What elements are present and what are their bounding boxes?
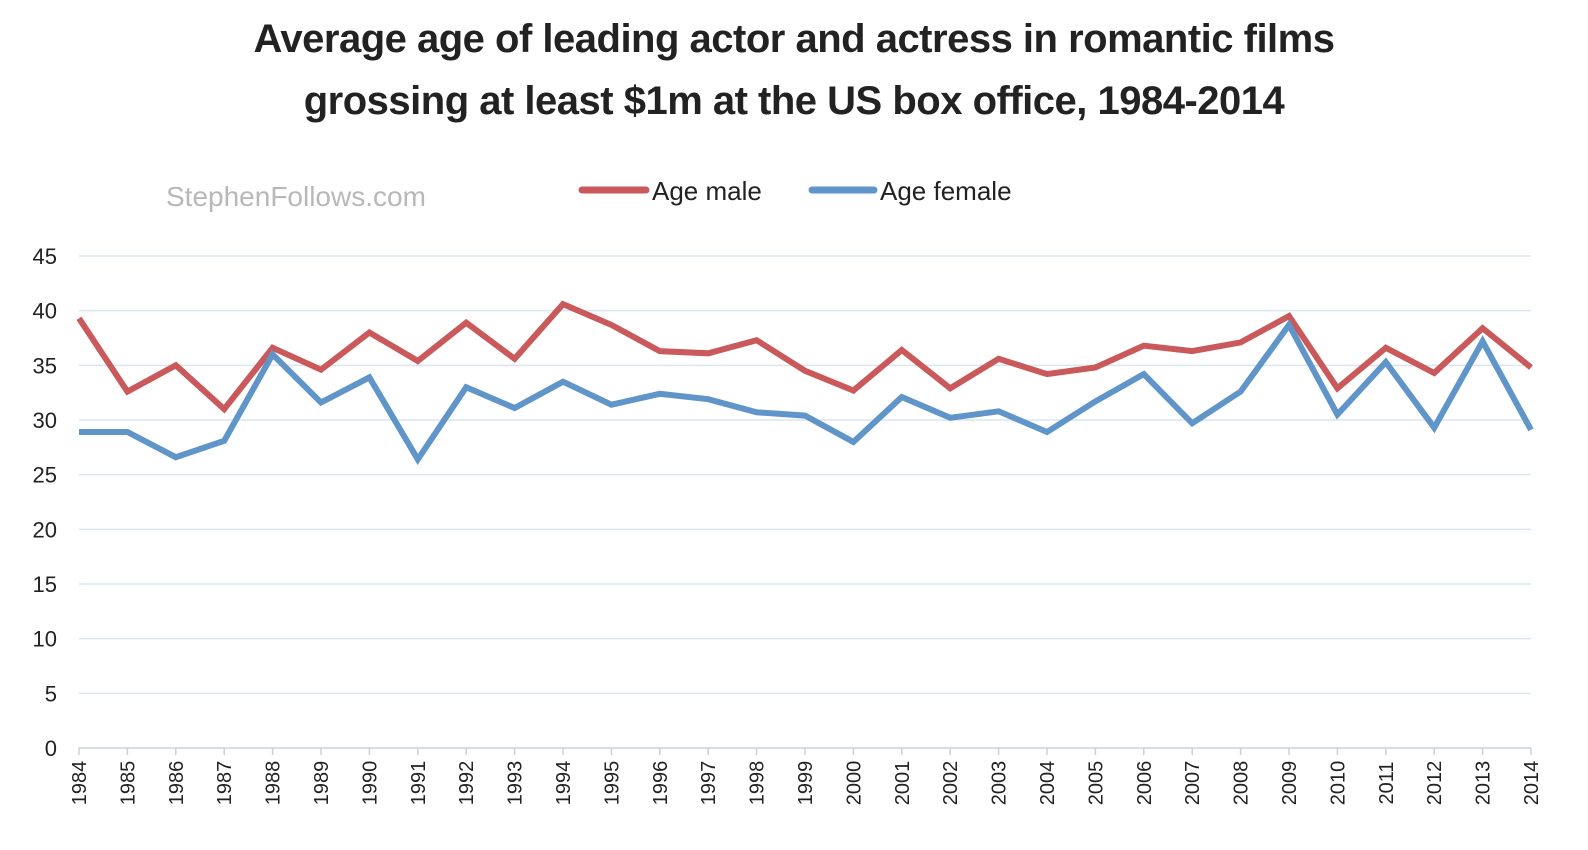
x-tick-label-2010: 2010: [1327, 761, 1349, 806]
x-tick-label-1998: 1998: [747, 761, 769, 806]
x-tick-label-1993: 1993: [505, 761, 527, 806]
x-tick-label-2000: 2000: [843, 761, 865, 806]
x-tick-label-1992: 1992: [456, 761, 478, 806]
y-tick-label-15: 15: [33, 572, 57, 597]
y-tick-label-45: 45: [33, 244, 57, 269]
x-tick-label-1999: 1999: [795, 761, 817, 806]
x-tick-label-1997: 1997: [698, 761, 720, 806]
x-tick-label-2003: 2003: [989, 761, 1011, 806]
x-tick-label-2009: 2009: [1279, 761, 1301, 806]
series-lines: [76, 300, 1534, 466]
x-tick-label-2008: 2008: [1231, 761, 1253, 806]
x-tick-label-1989: 1989: [311, 761, 333, 806]
x-axis-ticks: 1984 1985 1986 1987 1988 1989 1990 1991 1992 1993…: [69, 761, 1543, 806]
x-tick-label-2005: 2005: [1085, 761, 1107, 806]
chart-title: Average age of leading actor and actress…: [0, 8, 1588, 132]
y-tick-label-30: 30: [33, 408, 57, 433]
chart-title-line-2: grossing at least $1m at the US box offi…: [303, 79, 1285, 123]
x-tick-label-1995: 1995: [601, 761, 623, 806]
x-tick-label-2012: 2012: [1424, 761, 1446, 806]
x-tick-label-1990: 1990: [359, 761, 381, 806]
y-tick-label-25: 25: [33, 463, 57, 488]
x-tick-label-2011: 2011: [1376, 761, 1398, 804]
series-line-age-female: [79, 319, 1534, 466]
legend-label-female: Age female: [880, 176, 1012, 206]
legend-label-male: Age male: [652, 176, 762, 206]
y-tick-label-20: 20: [33, 517, 57, 542]
x-axis: [78, 747, 1532, 755]
x-tick-label-2004: 2004: [1037, 761, 1059, 806]
series-line-age-male: [76, 300, 1533, 414]
y-tick-label-35: 35: [33, 353, 57, 378]
x-tick-label-1985: 1985: [117, 761, 139, 806]
x-tick-label-2013: 2013: [1473, 761, 1495, 806]
y-tick-label-0: 0: [45, 736, 57, 761]
legend: Age male Age female: [578, 176, 1012, 206]
y-axis-ticks: 0 5 10 15 20 25 30 35 40 45: [33, 244, 57, 761]
x-tick-label-1986: 1986: [166, 761, 188, 806]
y-tick-label-10: 10: [33, 627, 57, 652]
y-tick-label-40: 40: [33, 299, 57, 324]
chart-title-line-1: Average age of leading actor and actress…: [253, 17, 1335, 61]
x-tick-label-2014: 2014: [1521, 761, 1543, 806]
x-tick-label-1994: 1994: [553, 761, 575, 806]
x-tick-label-2006: 2006: [1134, 761, 1156, 806]
x-tick-label-1984: 1984: [69, 761, 91, 806]
x-tick-label-2002: 2002: [940, 761, 962, 806]
gridlines: [79, 255, 1531, 695]
x-tick-label-1988: 1988: [263, 761, 285, 806]
x-tick-label-2001: 2001: [892, 761, 914, 806]
y-tick-label-5: 5: [45, 681, 57, 706]
x-tick-label-1987: 1987: [214, 761, 236, 806]
x-tick-label-2007: 2007: [1182, 761, 1204, 806]
x-tick-label-1991: 1991: [408, 761, 430, 806]
watermark-text: StephenFollows.com: [166, 181, 426, 212]
x-tick-label-1996: 1996: [650, 761, 672, 806]
